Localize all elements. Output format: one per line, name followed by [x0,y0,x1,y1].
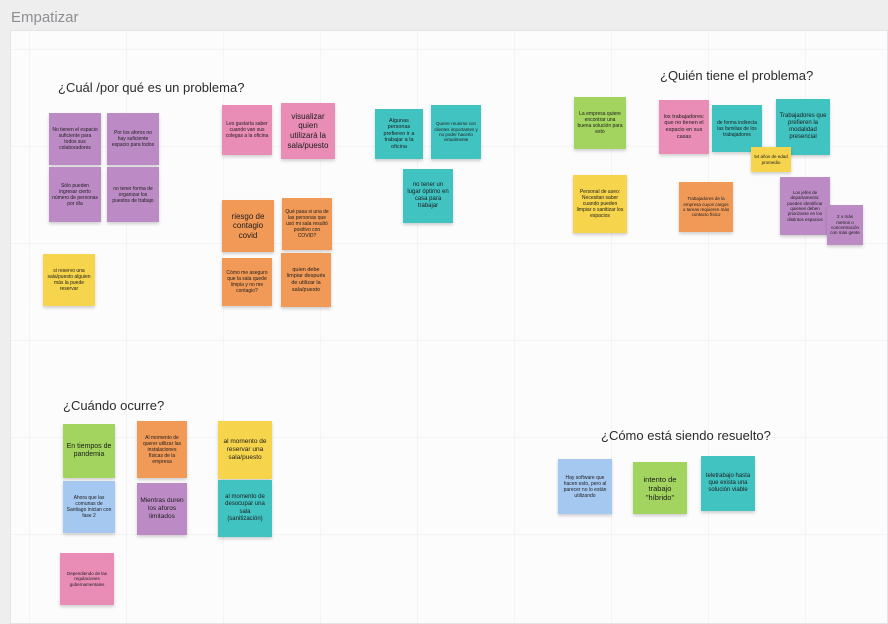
sticky-note[interactable]: al momento de reservar una sala/puesto [218,421,272,479]
sticky-note[interactable]: riesgo de contagio covid [222,200,274,252]
section-heading-como-esta-siendo-resuelto[interactable]: ¿Cómo está siendo resuelto? [601,428,771,443]
sticky-note[interactable]: Trabajadores de la empresa cuyos cargos … [679,182,733,232]
sticky-note[interactable]: 54 años de edad promedio [751,147,791,172]
section-heading-por-que-es-problema[interactable]: ¿Cuál /por qué es un problema? [58,80,245,95]
sticky-note[interactable]: Querer reunirse con clientes importantes… [431,105,481,159]
sticky-note[interactable]: Algunas personas prefieren ir a trabajar… [375,109,423,159]
sticky-note[interactable]: En tiempos de pandemia [63,424,115,478]
sticky-note[interactable]: al momento de desocupar una sala (saniti… [218,480,272,537]
sticky-note[interactable]: Trabajadores que prefieren la modalidad … [776,99,830,155]
sticky-note[interactable]: No tienen el espacio suficiente para tod… [49,113,101,165]
sticky-note[interactable]: quien debe limpiar después de utilizar l… [281,253,331,307]
sticky-note[interactable]: los trabajadores: que no tienen el espac… [659,100,709,154]
section-heading-cuando-ocurre[interactable]: ¿Cuándo ocurre? [63,398,165,413]
sticky-note[interactable]: Hay software que hacen esto, pero al par… [558,459,612,514]
sticky-note[interactable]: Los jefes de departamento: pueden identi… [780,177,830,235]
sticky-note[interactable]: no tener forma de organizar los puestos … [107,167,159,222]
sticky-note[interactable]: visualizar quien utilizará la sala/puest… [281,103,335,159]
sticky-note[interactable]: Mientras duren los aforos limitados [137,483,187,535]
board-canvas[interactable]: ¿Cuál /por qué es un problema? No tienen … [10,30,888,624]
sticky-note[interactable]: Les gustaría saber cuando van sus colega… [222,105,272,155]
sticky-note[interactable]: de forma indirecta las familias de los t… [712,105,762,152]
section-heading-quien-tiene-el-problema[interactable]: ¿Quién tiene el problema? [660,68,814,83]
frame-title[interactable]: Empatizar [11,9,79,26]
sticky-note[interactable]: Ahora que las comunas de Santiago inicia… [63,481,115,533]
sticky-note[interactable]: Personal de aseo: Necesitan saber cuando… [573,175,627,233]
sticky-note[interactable]: 2 o más metros o concentración con más g… [827,205,863,245]
sticky-note[interactable]: Por los aforos no hay suficiente espacio… [107,113,159,165]
sticky-note[interactable]: Qué pasa si una de las personas que usó … [282,198,332,250]
sticky-note[interactable]: si reservo una sala/puesto alguien más l… [43,254,95,306]
sticky-note[interactable]: Al momento de querer utilizar las instal… [137,421,187,478]
sticky-note[interactable]: Sólo pueden ingresar cierto número de pe… [49,167,101,222]
sticky-note[interactable]: La empresa quiere encontrar una buena so… [574,97,626,149]
sticky-note[interactable]: teletrabajo hasta que exista una solució… [701,456,755,511]
sticky-note[interactable]: Cómo me aseguro que la sala quede limpia… [222,258,272,306]
sticky-note[interactable]: intento de trabajo "híbrido" [633,462,687,514]
sticky-note[interactable]: Dependiendo de las regulaciones gubernam… [60,553,114,605]
sticky-note[interactable]: no tener un lugar óptimo en casa para tr… [403,169,453,223]
